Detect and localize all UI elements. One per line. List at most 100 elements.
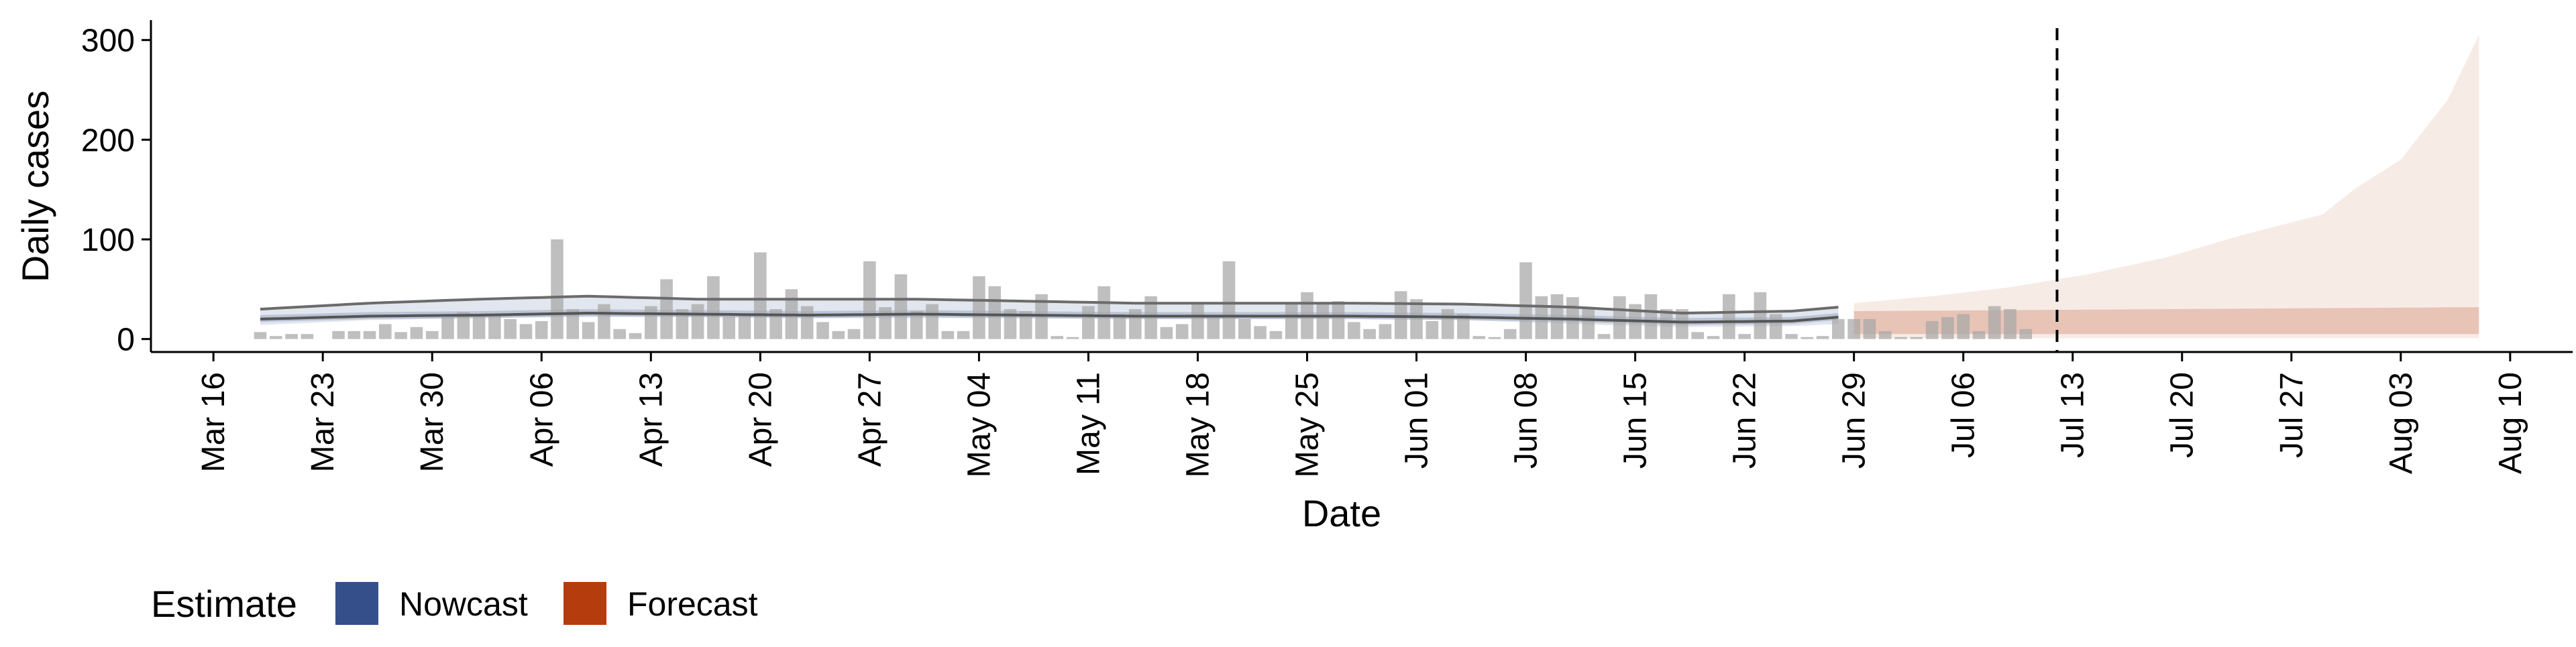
case-bar — [1035, 294, 1048, 339]
x-tick-label: May 04 — [961, 372, 997, 477]
case-bar — [645, 306, 657, 339]
case-bar — [1207, 316, 1220, 339]
x-tick-label: Jun 08 — [1509, 372, 1544, 469]
case-bar — [472, 314, 486, 339]
legend-key-forecast — [564, 582, 606, 625]
y-axis-title: Daily cases — [14, 91, 56, 282]
case-bar — [1238, 318, 1251, 339]
case-bar — [1129, 309, 1142, 339]
case-bar — [1426, 320, 1439, 339]
x-tick-label: Jun 01 — [1399, 372, 1435, 469]
case-bar — [1613, 296, 1626, 339]
case-bar — [332, 331, 345, 339]
forecast-ribbons — [1854, 35, 2479, 339]
case-bar — [691, 304, 704, 339]
case-bar — [1097, 286, 1110, 339]
case-bar — [816, 322, 829, 339]
case-bar — [957, 331, 970, 339]
case-bar — [1175, 324, 1189, 339]
case-bar — [1269, 331, 1283, 339]
case-bar — [1394, 291, 1407, 339]
case-bar — [1472, 336, 1485, 339]
nowcast-upper-line — [260, 294, 1839, 315]
x-tick-label: Aug 03 — [2383, 372, 2419, 474]
case-bar — [1441, 309, 1454, 339]
case-bar — [1550, 294, 1564, 339]
forecast-outer-ribbon — [1854, 35, 2479, 339]
case-bar — [879, 307, 892, 339]
case-bar — [1051, 336, 1064, 339]
case-bar — [926, 304, 938, 339]
case-bar — [254, 332, 267, 339]
case-bar — [347, 331, 361, 339]
case-bar — [1769, 314, 1782, 339]
x-tick-label: May 25 — [1289, 372, 1325, 477]
case-bar — [676, 309, 689, 339]
x-tick-label: May 18 — [1180, 372, 1216, 477]
case-bar — [1348, 322, 1360, 339]
legend-title: Estimate — [151, 583, 297, 625]
x-tick-label: Jun 22 — [1727, 372, 1763, 469]
x-tick-label: Apr 27 — [852, 372, 888, 467]
case-bar — [1191, 304, 1204, 339]
case-bar — [1582, 309, 1595, 339]
case-bar — [1910, 337, 1923, 339]
case-bar — [1363, 329, 1376, 339]
case-bar — [457, 312, 470, 339]
case-bar — [941, 331, 955, 339]
case-bar — [1457, 314, 1470, 339]
case-bar — [441, 317, 454, 339]
x-tick-label: Jun 15 — [1618, 372, 1654, 469]
case-bar — [1676, 309, 1688, 339]
case-bar — [410, 327, 423, 339]
case-bar — [910, 311, 923, 339]
x-tick-label: Mar 23 — [305, 372, 341, 472]
x-tick-label: Jul 06 — [1946, 372, 1982, 458]
case-bar — [1519, 262, 1532, 339]
case-bar — [1707, 336, 1720, 339]
case-bar — [707, 276, 720, 339]
case-bar — [1785, 334, 1798, 339]
axes: 0 100 200 300 Mar 16 Mar 23 Mar 30 Apr 06 Apr 13… — [81, 20, 2573, 477]
case-bar — [973, 276, 985, 339]
case-bar — [1801, 337, 1814, 339]
case-bar — [1832, 318, 1845, 339]
case-bar — [1754, 292, 1767, 339]
case-bar — [1816, 336, 1829, 339]
case-bar — [1644, 294, 1658, 339]
case-bar — [379, 324, 392, 339]
x-tick-label: Jun 29 — [1837, 372, 1872, 469]
x-tick-label: Jul 27 — [2274, 372, 2310, 458]
case-bar — [1316, 304, 1330, 339]
case-bar — [629, 333, 642, 339]
case-bar — [1878, 331, 1892, 339]
legend: Estimate Nowcast Forecast — [151, 582, 758, 625]
case-bar — [488, 316, 501, 339]
case-bar — [1082, 306, 1095, 339]
case-bar — [1925, 320, 1939, 339]
case-bar — [847, 329, 861, 339]
case-bar — [598, 304, 610, 339]
y-tick-label: 100 — [81, 223, 135, 258]
case-bar — [1379, 324, 1392, 339]
x-tick-label: Jul 13 — [2055, 372, 2091, 458]
case-bar — [425, 331, 439, 339]
x-tick-label: Jul 20 — [2165, 372, 2200, 458]
case-bar — [1972, 331, 1986, 339]
case-bar — [394, 332, 407, 339]
case-bar — [1597, 334, 1611, 339]
case-bar — [722, 316, 735, 339]
nowcast-median-line — [260, 311, 1839, 324]
case-bar — [1941, 317, 1954, 339]
case-bar — [754, 252, 767, 339]
case-bar — [1503, 329, 1517, 339]
case-bar — [1410, 299, 1423, 339]
y-tick-label: 200 — [81, 123, 135, 158]
case-bar — [1254, 326, 1267, 339]
case-bar — [1847, 318, 1860, 339]
case-bar — [1863, 318, 1876, 339]
x-tick-label: Mar 30 — [415, 372, 450, 472]
estimate-lines — [260, 294, 1839, 324]
